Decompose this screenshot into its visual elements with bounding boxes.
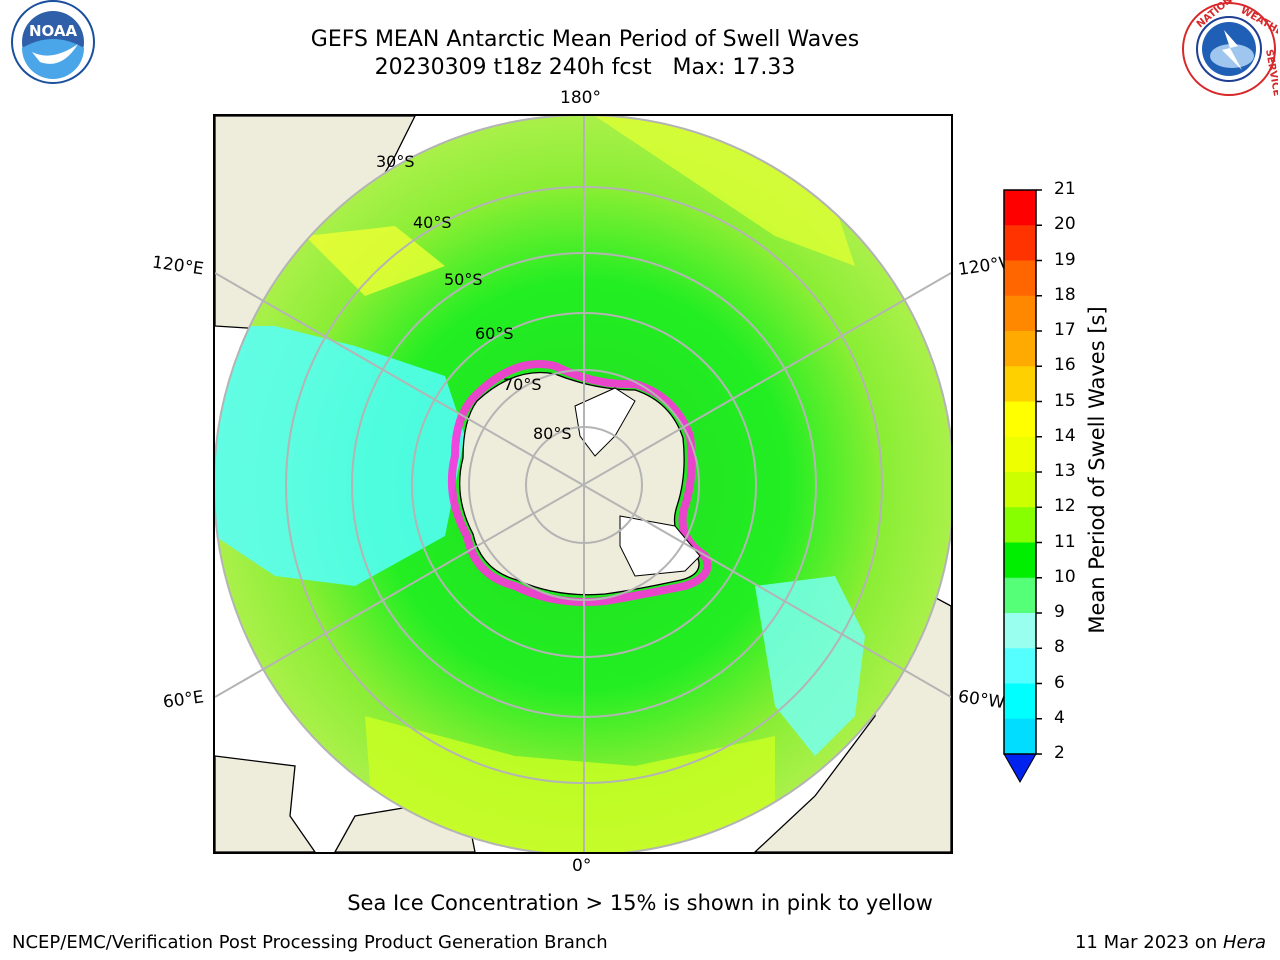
lat-label-70s: 70°S — [503, 375, 542, 394]
graticule — [215, 116, 951, 852]
colorbar-segment — [1004, 331, 1036, 367]
colorbar-tick-label: 2 — [1054, 743, 1065, 763]
colorbar-segment — [1004, 366, 1036, 402]
colorbar-segment — [1004, 542, 1036, 579]
chart-title: GEFS MEAN Antarctic Mean Period of Swell… — [310, 27, 860, 52]
swell-high-period-region-south — [365, 716, 775, 852]
colorbar-tick-label: 13 — [1054, 461, 1076, 481]
colorbar — [1000, 186, 1060, 790]
lon-label-120e: 120°E — [150, 252, 205, 280]
sea-ice-caption: Sea Ice Concentration > 15% is shown in … — [347, 891, 933, 915]
colorbar-tick-label: 9 — [1054, 602, 1065, 622]
colorbar-segment — [1004, 436, 1036, 473]
colorbar-tick-label: 19 — [1054, 249, 1076, 270]
lat-label-50s: 50°S — [444, 270, 483, 289]
colorbar-segment — [1004, 648, 1036, 684]
colorbar-tick-label: 20 — [1054, 214, 1076, 235]
lat-label-40s: 40°S — [413, 213, 452, 232]
colorbar-tick-label: 14 — [1054, 425, 1076, 446]
colorbar-segment — [1004, 577, 1036, 614]
colorbar-tick-label: 12 — [1054, 496, 1076, 517]
footer-date-text: 11 Mar 2023 on — [1074, 932, 1223, 953]
footer-host: Hera — [1222, 932, 1266, 953]
lat-label-30s: 30°S — [376, 152, 415, 171]
colorbar-tick-label: 11 — [1054, 531, 1076, 552]
colorbar-tick-label: 4 — [1054, 707, 1065, 728]
colorbar-segment — [1004, 295, 1036, 332]
colorbar-segment — [1004, 260, 1036, 297]
colorbar-tick-label: 18 — [1054, 284, 1076, 305]
noaa-logo-text: NOAA — [29, 22, 78, 40]
footer-date: 11 Mar 2023 on Hera — [1075, 932, 1266, 953]
colorbar-segment — [1004, 190, 1036, 226]
map-panel — [213, 114, 953, 854]
swell-low-period-region-east — [755, 576, 865, 756]
lon-label-60w: 60°W — [956, 686, 1007, 714]
colorbar-segment — [1004, 613, 1036, 649]
lon-label-180: 180° — [560, 88, 601, 108]
lat-label-80s: 80°S — [533, 424, 572, 443]
colorbar-tick-label: 8 — [1054, 637, 1065, 658]
colorbar-extend-arrow — [1003, 753, 1037, 784]
colorbar-segment — [1004, 472, 1036, 508]
lat-label-60s: 60°S — [475, 324, 514, 343]
chart-subtitle: 20230309 t18z 240h fcst Max: 17.33 — [374, 55, 796, 80]
colorbar-tick-label: 6 — [1054, 672, 1065, 693]
colorbar-scale — [1003, 189, 1042, 784]
footer-branch: NCEP/EMC/Verification Post Processing Pr… — [12, 932, 608, 953]
colorbar-tick-label: 10 — [1054, 566, 1076, 587]
nws-logo: NATIONAL WEATHER SERVICE — [1180, 0, 1280, 98]
colorbar-segment — [1004, 225, 1036, 261]
colorbar-title: Mean Period of Swell Waves [s] — [1085, 306, 1109, 634]
swell-low-period-region-west — [215, 326, 465, 586]
colorbar-tick-label: 16 — [1054, 355, 1076, 376]
colorbar-tick-label: 15 — [1054, 390, 1076, 411]
colorbar-segment — [1004, 401, 1036, 438]
lon-label-60e: 60°E — [161, 687, 206, 713]
colorbar-segment — [1004, 683, 1036, 720]
polar-map — [215, 116, 951, 852]
colorbar-segment — [1004, 718, 1036, 755]
colorbar-tick-label: 21 — [1054, 179, 1076, 199]
noaa-logo-icon: NOAA — [11, 0, 95, 84]
nws-logo-icon: NATIONAL WEATHER SERVICE — [1182, 0, 1280, 97]
colorbar-segment — [1004, 507, 1036, 543]
lon-label-0: 0° — [572, 856, 592, 876]
colorbar-tick-label: 17 — [1054, 320, 1076, 340]
noaa-logo: NOAA — [2, 0, 104, 85]
